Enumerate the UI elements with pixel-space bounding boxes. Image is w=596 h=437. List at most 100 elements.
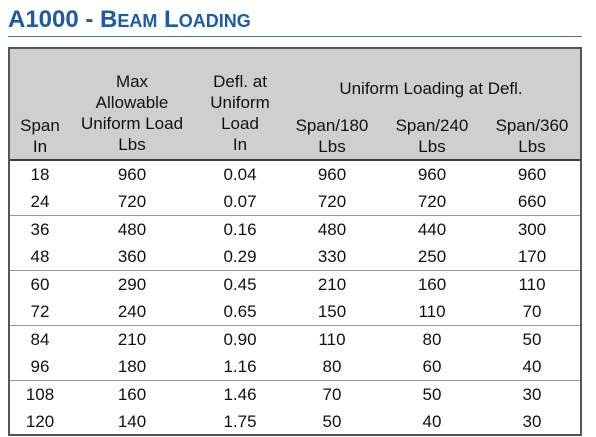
header-max-load-line2: Allowable — [95, 93, 169, 112]
cell-span240: 250 — [417, 247, 447, 266]
cell-span: 96 — [30, 357, 50, 376]
header-span-line2: In — [32, 137, 48, 156]
cell-max-load: 140 — [117, 412, 147, 431]
title-divider — [8, 36, 582, 37]
cell-span360: 300 — [517, 220, 547, 239]
page-title: A1000 - BEAM LOADING — [8, 5, 251, 35]
header-span240-line1: Span/240 — [395, 116, 469, 135]
header-span240-line2: Lbs — [418, 137, 446, 156]
table-row: 60 290 0.45 210 160 110 — [10, 271, 580, 298]
row-group-divider — [10, 325, 580, 326]
header-defl-line3: Load — [221, 114, 259, 133]
header-span: Span In — [12, 115, 68, 157]
title-part2-small: OADING — [178, 11, 251, 31]
cell-span360: 960 — [517, 165, 547, 184]
cell-span180: 80 — [322, 357, 342, 376]
cell-span180: 110 — [318, 330, 346, 349]
header-defl-line2: Uniform — [210, 93, 270, 112]
title-part1-small: EAM — [117, 11, 158, 31]
header-span-line1: Span — [20, 116, 60, 135]
cell-span240: 40 — [422, 412, 442, 431]
header-defl-line1: Defl. at — [213, 72, 267, 91]
header-defl-line4: In — [232, 135, 248, 154]
cell-defl: 0.29 — [223, 247, 257, 266]
header-max-load-line4: Lbs — [118, 135, 146, 154]
cell-span240: 80 — [422, 330, 442, 349]
cell-span180: 960 — [317, 165, 347, 184]
table-header: Span In Max Allowable Uniform Load Lbs D… — [10, 49, 580, 159]
cell-span180: 210 — [317, 275, 347, 294]
cell-span360: 40 — [522, 357, 542, 376]
cell-span180: 150 — [317, 302, 347, 321]
cell-span: 120 — [25, 412, 55, 431]
cell-span360: 660 — [517, 192, 547, 211]
table-row: 48 360 0.29 330 250 170 — [10, 243, 580, 270]
cell-defl: 0.04 — [223, 165, 257, 184]
cell-span360: 70 — [522, 302, 542, 321]
cell-span240: 440 — [417, 220, 447, 239]
cell-span: 72 — [30, 302, 50, 321]
cell-span240: 160 — [417, 275, 447, 294]
cell-span360: 30 — [522, 412, 542, 431]
cell-max-load: 210 — [117, 330, 147, 349]
cell-span240: 60 — [422, 357, 442, 376]
row-group-divider — [10, 380, 580, 381]
header-divider — [10, 159, 580, 161]
table-row: 18 960 0.04 960 960 960 — [10, 161, 580, 188]
table-row: 24 720 0.07 720 720 660 — [10, 188, 580, 215]
cell-span: 18 — [30, 165, 50, 184]
cell-span240: 110 — [418, 302, 446, 321]
cell-defl: 0.16 — [223, 220, 257, 239]
header-span180-line2: Lbs — [318, 137, 346, 156]
header-max-load-line1: Max — [115, 72, 149, 91]
cell-max-load: 960 — [117, 165, 147, 184]
cell-span180: 480 — [317, 220, 347, 239]
cell-span240: 720 — [417, 192, 447, 211]
table-row: 72 240 0.65 150 110 70 — [10, 298, 580, 325]
cell-max-load: 720 — [117, 192, 147, 211]
header-defl: Defl. at Uniform Load In — [194, 71, 286, 155]
header-span180: Span/180 Lbs — [286, 115, 378, 157]
title-model: A1000 - B — [8, 6, 118, 33]
cell-defl: 1.16 — [223, 357, 257, 376]
cell-span360: 50 — [522, 330, 542, 349]
header-uniform-loading-group: Uniform Loading at Defl. — [339, 79, 523, 98]
cell-span: 60 — [30, 275, 50, 294]
header-span360: Span/360 Lbs — [484, 115, 580, 157]
table-row: 96 180 1.16 80 60 40 — [10, 353, 580, 380]
cell-span: 48 — [30, 247, 50, 266]
header-span180-line1: Span/180 — [295, 116, 369, 135]
header-span240: Span/240 Lbs — [384, 115, 480, 157]
table-row: 120 140 1.75 50 40 30 — [10, 408, 580, 434]
table-row: 36 480 0.16 480 440 300 — [10, 216, 580, 243]
cell-max-load: 290 — [117, 275, 147, 294]
header-max-load: Max Allowable Uniform Load Lbs — [70, 71, 194, 155]
cell-defl: 0.65 — [223, 302, 257, 321]
cell-defl: 0.45 — [223, 275, 257, 294]
cell-max-load: 480 — [117, 220, 147, 239]
header-span360-line2: Lbs — [518, 137, 546, 156]
cell-span240: 50 — [422, 385, 442, 404]
cell-max-load: 240 — [117, 302, 147, 321]
cell-max-load: 360 — [117, 247, 147, 266]
cell-defl: 1.75 — [223, 412, 257, 431]
cell-span180: 330 — [317, 247, 347, 266]
cell-span: 84 — [30, 330, 50, 349]
cell-span180: 70 — [322, 385, 342, 404]
table-row: 84 210 0.90 110 80 50 — [10, 326, 580, 353]
cell-defl: 0.90 — [223, 330, 257, 349]
header-span360-line1: Span/360 — [495, 116, 569, 135]
row-group-divider — [10, 215, 580, 216]
cell-defl: 0.07 — [223, 192, 257, 211]
title-part2-big: L — [157, 6, 179, 33]
cell-max-load: 180 — [117, 357, 147, 376]
header-max-load-line3: Uniform Load — [80, 114, 184, 133]
cell-span240: 960 — [417, 165, 447, 184]
cell-max-load: 160 — [117, 385, 147, 404]
cell-span360: 170 — [517, 247, 547, 266]
cell-defl: 1.46 — [223, 385, 257, 404]
cell-span: 24 — [30, 192, 50, 211]
beam-loading-table: Span In Max Allowable Uniform Load Lbs D… — [8, 47, 582, 436]
cell-span360: 30 — [522, 385, 542, 404]
cell-span180: 720 — [317, 192, 347, 211]
